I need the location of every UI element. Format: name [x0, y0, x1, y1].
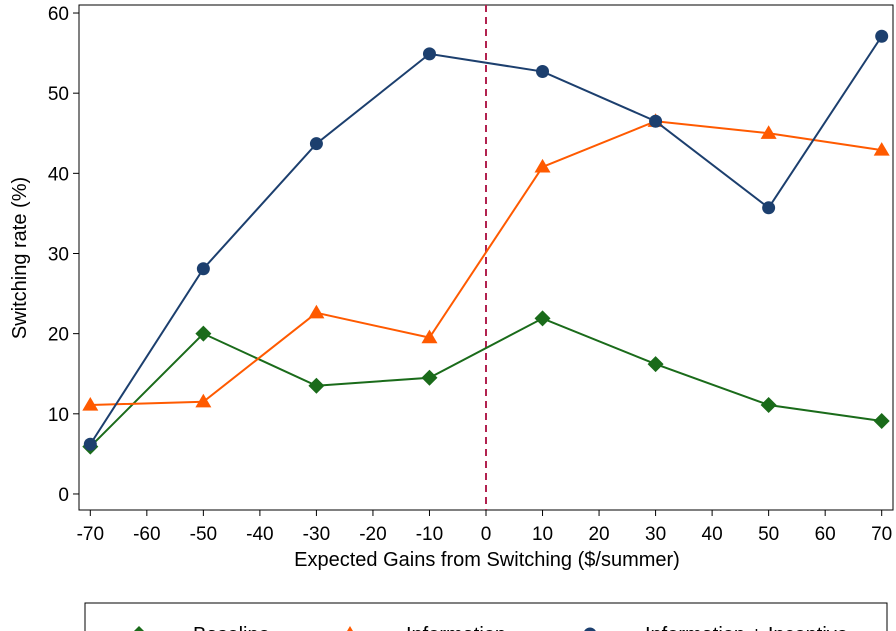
- legend-swatch-marker: [347, 626, 353, 631]
- y-tick-label: 20: [48, 325, 69, 346]
- data-point: [873, 413, 890, 430]
- data-point: [875, 29, 889, 43]
- x-tick-label: 20: [588, 524, 609, 545]
- legend-items: Baseline Information Information + Incenti…: [134, 624, 848, 631]
- data-point: [873, 142, 890, 156]
- legend-label: Baseline: [193, 624, 270, 631]
- data-point: [422, 47, 436, 61]
- x-tick-label: -50: [190, 524, 217, 545]
- y-tick-label: 60: [48, 4, 69, 25]
- data-point: [83, 437, 97, 451]
- data-point: [536, 65, 550, 79]
- legend-item: Information: [347, 624, 506, 631]
- y-tick-label: 50: [48, 84, 69, 105]
- data-point: [308, 377, 325, 394]
- x-tick-label: 60: [815, 524, 836, 545]
- data-point: [82, 396, 99, 411]
- x-tick-label: 50: [758, 524, 779, 545]
- data-point: [421, 369, 438, 386]
- data-point: [421, 329, 438, 344]
- legend-item: Baseline: [134, 624, 270, 631]
- x-tick-label: -40: [246, 524, 273, 545]
- series-line: [90, 120, 882, 406]
- data-point: [760, 125, 777, 139]
- data-point: [534, 310, 551, 327]
- x-tick-label: -60: [133, 524, 160, 545]
- legend: Baseline Information Information + Incenti…: [84, 602, 888, 631]
- data-point: [195, 393, 212, 408]
- data-point: [196, 262, 210, 276]
- x-tick-label: 40: [702, 524, 723, 545]
- x-tick-label: -10: [416, 524, 443, 545]
- x-tick-label: -20: [359, 524, 386, 545]
- series-line: [89, 317, 882, 448]
- data-point: [309, 137, 323, 151]
- data-point: [534, 158, 551, 173]
- series-information-incentive: [83, 29, 889, 451]
- series-layer: [82, 29, 890, 455]
- x-tick-label: -70: [77, 524, 104, 545]
- y-tick-label: 10: [48, 405, 69, 426]
- x-tick-label: -30: [303, 524, 330, 545]
- series-line: [89, 35, 883, 445]
- data-point: [649, 114, 663, 128]
- legend-label: Information + Incentive: [645, 624, 848, 631]
- legend-box: [84, 602, 888, 631]
- x-axis-title: Expected Gains from Switching ($/summer): [294, 549, 680, 571]
- data-point: [308, 304, 325, 319]
- data-point: [762, 201, 776, 215]
- x-tick-label: 70: [871, 524, 892, 545]
- data-point: [195, 325, 212, 342]
- y-axis: 0 10 20 30 40 50 60: [48, 4, 79, 506]
- data-point: [647, 356, 664, 373]
- x-tick-label: 10: [532, 524, 553, 545]
- legend-swatch-marker: [134, 626, 144, 631]
- x-tick-label: 30: [645, 524, 666, 545]
- y-tick-label: 0: [58, 485, 69, 506]
- y-axis-title: Switching rate (%): [9, 177, 31, 339]
- legend-item: Information + Incentive: [584, 624, 848, 631]
- y-tick-label: 30: [48, 244, 69, 265]
- data-point: [760, 396, 777, 413]
- y-tick-label: 40: [48, 164, 69, 185]
- legend-swatch-marker: [584, 627, 596, 631]
- legend-label: Information: [406, 624, 506, 631]
- x-axis: -70 -60 -50 -40 -30 -20 -10 0 10 20 30 40 50 60 70: [77, 510, 892, 545]
- x-tick-label: 0: [481, 524, 492, 545]
